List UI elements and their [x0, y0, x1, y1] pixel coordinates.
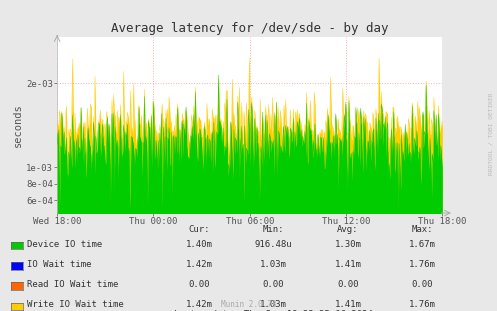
Y-axis label: seconds: seconds	[13, 103, 23, 147]
Text: 1.41m: 1.41m	[334, 260, 361, 269]
Text: Avg:: Avg:	[337, 225, 359, 234]
Title: Average latency for /dev/sde - by day: Average latency for /dev/sde - by day	[111, 22, 389, 35]
Text: 0.00: 0.00	[337, 280, 359, 289]
Text: 1.40m: 1.40m	[185, 240, 212, 248]
Text: 1.41m: 1.41m	[334, 300, 361, 309]
Text: 1.67m: 1.67m	[409, 240, 436, 248]
Text: Munin 2.0.73: Munin 2.0.73	[221, 300, 276, 309]
Text: Read IO Wait time: Read IO Wait time	[27, 280, 119, 289]
Text: 1.42m: 1.42m	[185, 260, 212, 269]
Text: Cur:: Cur:	[188, 225, 210, 234]
Text: 916.48u: 916.48u	[254, 240, 292, 248]
Text: 1.76m: 1.76m	[409, 260, 436, 269]
Text: 1.42m: 1.42m	[185, 300, 212, 309]
Text: Last update: Thu Sep 19 23:25:06 2024: Last update: Thu Sep 19 23:25:06 2024	[174, 310, 373, 311]
Text: Max:: Max:	[412, 225, 433, 234]
Text: 1.03m: 1.03m	[260, 260, 287, 269]
Text: 0.00: 0.00	[412, 280, 433, 289]
Text: RRDTOOL / TOBI OETIKER: RRDTOOL / TOBI OETIKER	[488, 92, 493, 175]
Text: 0.00: 0.00	[188, 280, 210, 289]
Text: 0.00: 0.00	[262, 280, 284, 289]
Text: Device IO time: Device IO time	[27, 240, 102, 248]
Text: Min:: Min:	[262, 225, 284, 234]
Text: 1.30m: 1.30m	[334, 240, 361, 248]
Text: 1.76m: 1.76m	[409, 300, 436, 309]
Text: IO Wait time: IO Wait time	[27, 260, 92, 269]
Text: 1.03m: 1.03m	[260, 300, 287, 309]
Text: Write IO Wait time: Write IO Wait time	[27, 300, 124, 309]
